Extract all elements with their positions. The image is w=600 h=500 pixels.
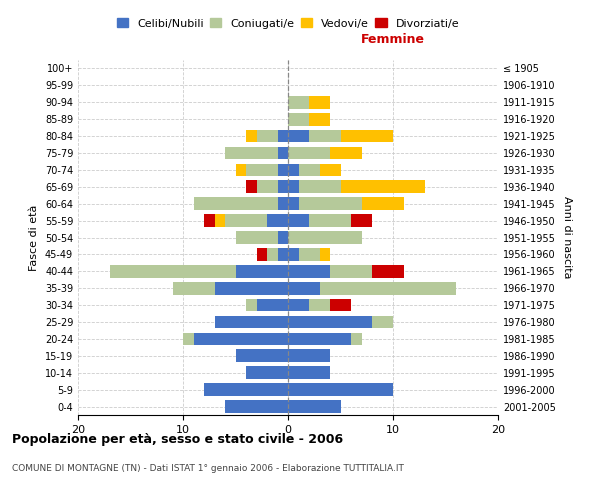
- Bar: [109, 265, 235, 278]
- Bar: [341, 180, 425, 193]
- Text: COMUNE DI MONTAGNE (TN) - Dati ISTAT 1° gennaio 2006 - Elaborazione TUTTITALIA.I: COMUNE DI MONTAGNE (TN) - Dati ISTAT 1° …: [12, 464, 404, 473]
- Bar: [277, 146, 288, 160]
- Bar: [215, 214, 225, 227]
- Bar: [330, 146, 361, 160]
- Bar: [277, 198, 288, 210]
- Bar: [341, 130, 393, 142]
- Bar: [173, 282, 215, 294]
- Bar: [351, 332, 361, 345]
- Bar: [246, 164, 277, 176]
- Bar: [288, 366, 330, 379]
- Bar: [372, 265, 404, 278]
- Bar: [204, 214, 215, 227]
- Bar: [225, 214, 267, 227]
- Bar: [288, 231, 361, 244]
- Bar: [204, 384, 288, 396]
- Bar: [330, 299, 351, 312]
- Bar: [215, 316, 288, 328]
- Bar: [288, 248, 299, 260]
- Bar: [288, 214, 309, 227]
- Bar: [193, 198, 277, 210]
- Bar: [320, 248, 330, 260]
- Bar: [288, 316, 372, 328]
- Bar: [309, 96, 330, 108]
- Bar: [288, 164, 299, 176]
- Bar: [277, 248, 288, 260]
- Bar: [288, 96, 309, 108]
- Bar: [246, 130, 257, 142]
- Bar: [246, 299, 257, 312]
- Bar: [309, 113, 330, 126]
- Bar: [288, 350, 330, 362]
- Bar: [288, 180, 299, 193]
- Bar: [267, 214, 288, 227]
- Bar: [299, 164, 320, 176]
- Text: Popolazione per età, sesso e stato civile - 2006: Popolazione per età, sesso e stato civil…: [12, 432, 343, 446]
- Bar: [320, 282, 456, 294]
- Y-axis label: Anni di nascita: Anni di nascita: [562, 196, 572, 279]
- Bar: [288, 146, 330, 160]
- Bar: [288, 384, 393, 396]
- Bar: [246, 366, 288, 379]
- Bar: [320, 164, 341, 176]
- Bar: [193, 332, 288, 345]
- Bar: [288, 130, 309, 142]
- Bar: [299, 248, 320, 260]
- Bar: [309, 130, 341, 142]
- Bar: [235, 350, 288, 362]
- Bar: [361, 198, 404, 210]
- Bar: [246, 180, 257, 193]
- Bar: [309, 214, 351, 227]
- Bar: [288, 282, 320, 294]
- Bar: [351, 214, 372, 227]
- Bar: [277, 180, 288, 193]
- Bar: [183, 332, 193, 345]
- Bar: [257, 180, 277, 193]
- Bar: [257, 130, 277, 142]
- Bar: [267, 248, 277, 260]
- Bar: [288, 113, 309, 126]
- Bar: [257, 299, 288, 312]
- Bar: [288, 198, 299, 210]
- Bar: [330, 265, 372, 278]
- Bar: [277, 164, 288, 176]
- Bar: [288, 265, 330, 278]
- Bar: [235, 164, 246, 176]
- Bar: [235, 265, 288, 278]
- Bar: [288, 332, 351, 345]
- Bar: [288, 299, 309, 312]
- Bar: [215, 282, 288, 294]
- Bar: [299, 180, 341, 193]
- Bar: [288, 400, 341, 413]
- Legend: Celibi/Nubili, Coniugati/e, Vedovi/e, Divorziati/e: Celibi/Nubili, Coniugati/e, Vedovi/e, Di…: [115, 16, 461, 30]
- Bar: [225, 400, 288, 413]
- Bar: [277, 231, 288, 244]
- Bar: [277, 130, 288, 142]
- Bar: [235, 231, 277, 244]
- Bar: [225, 146, 277, 160]
- Y-axis label: Fasce di età: Fasce di età: [29, 204, 39, 270]
- Bar: [257, 248, 267, 260]
- Text: Femmine: Femmine: [361, 33, 425, 46]
- Bar: [309, 299, 330, 312]
- Bar: [299, 198, 361, 210]
- Bar: [372, 316, 393, 328]
